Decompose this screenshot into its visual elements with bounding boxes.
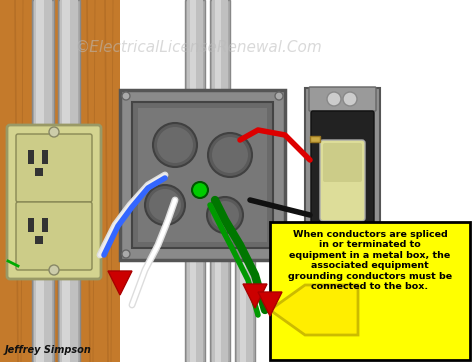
- Circle shape: [122, 250, 130, 258]
- FancyBboxPatch shape: [16, 134, 92, 202]
- Bar: [58, 0, 80, 362]
- Bar: [0, 0, 120, 362]
- Circle shape: [327, 92, 341, 106]
- Bar: [237, 235, 253, 362]
- FancyBboxPatch shape: [16, 202, 92, 270]
- Bar: [210, 0, 230, 105]
- Bar: [138, 108, 267, 242]
- Polygon shape: [243, 284, 267, 308]
- Bar: [305, 88, 380, 273]
- Text: Jeffrey Simpson: Jeffrey Simpson: [5, 345, 92, 355]
- Bar: [42, 218, 48, 232]
- FancyBboxPatch shape: [311, 111, 374, 250]
- Circle shape: [153, 123, 197, 167]
- Bar: [240, 235, 246, 362]
- Bar: [185, 235, 205, 362]
- Bar: [310, 233, 320, 239]
- Circle shape: [275, 250, 283, 258]
- Bar: [212, 0, 228, 105]
- FancyBboxPatch shape: [309, 252, 376, 276]
- Bar: [310, 136, 320, 142]
- Circle shape: [343, 92, 357, 106]
- Text: ©ElectricalLicenseRenewal.Com: ©ElectricalLicenseRenewal.Com: [75, 39, 323, 55]
- Bar: [42, 150, 48, 164]
- Polygon shape: [108, 271, 132, 295]
- Polygon shape: [270, 285, 358, 335]
- Bar: [62, 0, 70, 362]
- Bar: [190, 235, 196, 362]
- FancyBboxPatch shape: [309, 87, 376, 111]
- Bar: [36, 0, 44, 362]
- Circle shape: [208, 133, 252, 177]
- Circle shape: [49, 127, 59, 137]
- Bar: [120, 90, 285, 260]
- Circle shape: [149, 189, 181, 221]
- Bar: [215, 0, 221, 105]
- FancyBboxPatch shape: [323, 143, 362, 182]
- Bar: [60, 0, 78, 362]
- Bar: [34, 0, 52, 362]
- Bar: [187, 235, 203, 362]
- FancyBboxPatch shape: [7, 125, 101, 279]
- Circle shape: [207, 197, 243, 233]
- Bar: [235, 235, 255, 362]
- Bar: [187, 0, 203, 105]
- FancyBboxPatch shape: [320, 140, 365, 221]
- Bar: [210, 235, 230, 362]
- Circle shape: [327, 257, 341, 271]
- Polygon shape: [258, 292, 282, 316]
- Circle shape: [157, 127, 193, 163]
- Bar: [35, 168, 43, 176]
- Circle shape: [275, 92, 283, 100]
- Circle shape: [343, 257, 357, 271]
- Text: When conductors are spliced
in or terminated to
equipment in a metal box, the
as: When conductors are spliced in or termin…: [288, 230, 452, 291]
- Bar: [212, 235, 228, 362]
- Bar: [190, 0, 196, 105]
- Bar: [270, 222, 470, 360]
- Bar: [28, 150, 34, 164]
- Bar: [185, 0, 205, 105]
- Bar: [28, 218, 34, 232]
- Circle shape: [192, 182, 208, 198]
- Bar: [132, 102, 273, 248]
- Circle shape: [212, 137, 248, 173]
- Bar: [215, 235, 221, 362]
- Circle shape: [145, 185, 185, 225]
- Bar: [32, 0, 54, 362]
- Circle shape: [49, 265, 59, 275]
- Circle shape: [211, 201, 239, 229]
- Circle shape: [122, 92, 130, 100]
- Bar: [35, 236, 43, 244]
